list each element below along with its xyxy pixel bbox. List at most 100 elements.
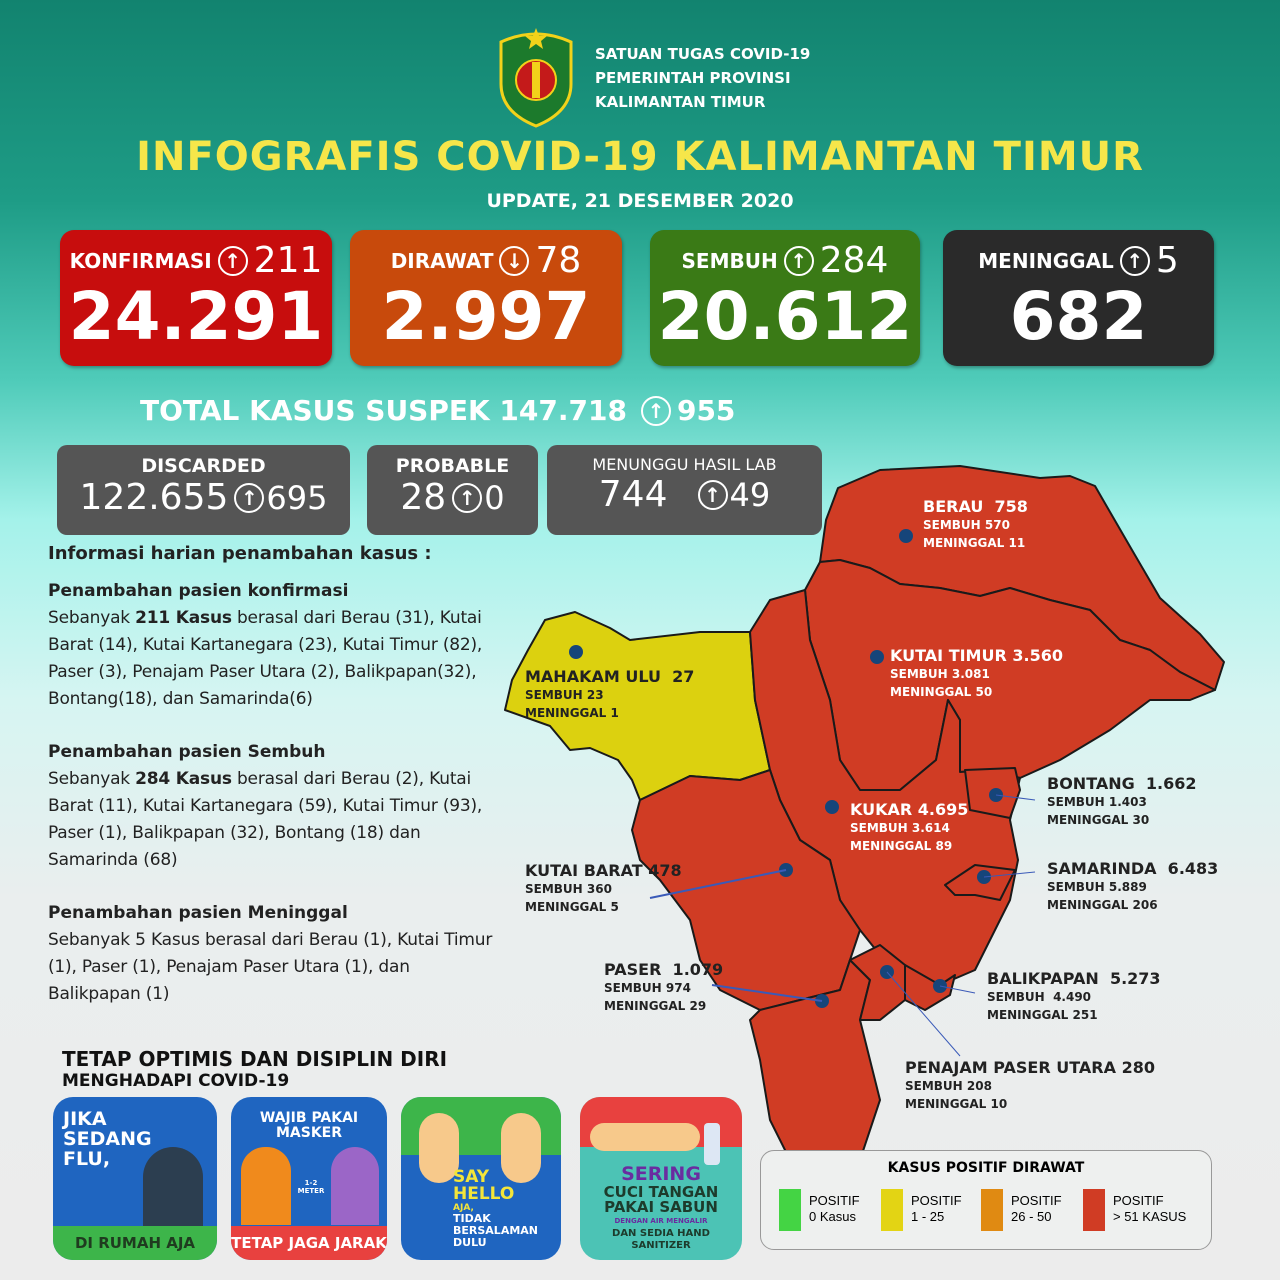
region-label: KUKAR 4.695 SEMBUH 3.614 MENINGGAL 89 xyxy=(850,801,968,855)
leader-line xyxy=(995,794,1036,801)
stat-change: 78 xyxy=(535,240,582,281)
hand-illustration xyxy=(419,1113,459,1183)
region-name: MAHAKAM ULU 27 xyxy=(525,667,695,686)
hands-illustration xyxy=(590,1123,700,1151)
region-meninggal: MENINGGAL 50 xyxy=(890,685,993,699)
stat-header: DIRAWAT ↓ 78 xyxy=(350,240,622,281)
poster-wash-hands: SERING CUCI TANGAN PAKAI SABUN DENGAN AI… xyxy=(580,1097,742,1260)
legend-item: POSITIF 1 - 25 xyxy=(881,1189,962,1231)
stat-label: KONFIRMASI xyxy=(69,248,212,273)
suspek-box-value: 744 xyxy=(598,474,668,515)
map-dot-mahakam-ulu xyxy=(569,645,583,659)
region-label: PENAJAM PASER UTARA 280 SEMBUH 208 MENINGG… xyxy=(905,1059,1155,1113)
suspek-box-label: MENUNGGU HASIL LAB xyxy=(592,455,777,474)
region-sembuh: SEMBUH 974 xyxy=(604,981,691,995)
stat-total: 24.291 xyxy=(68,278,324,355)
info-text: berasal dari Berau (2), Kutai Barat (11)… xyxy=(48,769,483,870)
poster-text: SAY HELLO xyxy=(453,1167,515,1204)
region-meninggal: MENINGGAL 251 xyxy=(987,1008,1098,1022)
info-pre: Sebanyak xyxy=(48,930,136,950)
suspek-box-0: DISCARDED 122.655 ↑ 695 xyxy=(57,445,350,535)
suspek-box-change: 49 xyxy=(729,475,771,514)
region-name: BALIKPAPAN 5.273 xyxy=(987,969,1161,988)
suspek-box-value-row: 744 ↑ 49 xyxy=(547,474,822,515)
kaltim-emblem-logo xyxy=(499,28,573,128)
legend-label: POSITIF xyxy=(1011,1193,1062,1208)
arrow-up-icon: ↑ xyxy=(640,395,671,426)
legend-label: POSITIF xyxy=(1113,1193,1164,1208)
arrow-up-icon: ↑ xyxy=(1119,245,1150,276)
stat-label: MENINGGAL xyxy=(978,248,1114,273)
legend-range: 0 Kasus xyxy=(809,1209,856,1224)
poster-wear-mask: WAJIB PAKAI MASKER 1-2 METER TETAP JAGA … xyxy=(231,1097,387,1260)
legend-item: POSITIF > 51 KASUS xyxy=(1083,1189,1186,1231)
region-label: KUTAI BARAT 478 SEMBUH 360 MENINGGAL 5 xyxy=(525,862,682,916)
map-legend: KASUS POSITIF DIRAWAT POSITIF 0 Kasus POSI… xyxy=(760,1150,1212,1250)
suspek-box-2: MENUNGGU HASIL LAB 744 ↑ 49 xyxy=(547,445,822,535)
suspek-change-group: ↑ 49 xyxy=(697,475,771,514)
tagline: TETAP OPTIMIS DAN DISIPLIN DIRI MENGHADA… xyxy=(62,1047,447,1091)
org-line: SATUAN TUGAS COVID-19 xyxy=(595,45,811,63)
region-meninggal: MENINGGAL 11 xyxy=(923,536,1026,550)
stat-card-dirawat: DIRAWAT ↓ 78 2.997 xyxy=(350,230,622,366)
leader-line xyxy=(886,971,961,1057)
suspek-box-label: PROBABLE xyxy=(395,455,510,477)
info-text: 5 Kasus berasal dari Berau (1), Kutai Ti… xyxy=(48,930,493,1004)
region-sembuh: SEMBUH 3.081 xyxy=(890,667,990,681)
map-dot-kukar xyxy=(825,800,839,814)
legend-text: POSITIF 26 - 50 xyxy=(1011,1193,1062,1231)
info-pre: Sebanyak xyxy=(48,608,136,628)
poster-text: AJA, xyxy=(453,1203,474,1213)
person-illustration xyxy=(331,1147,379,1225)
poster-no-handshake: SAY HELLO AJA, TIDAK BERSALAMAN DULU xyxy=(401,1097,561,1260)
suspek-change-group: ↑ 695 xyxy=(234,479,327,517)
stat-header: KONFIRMASI ↑ 211 xyxy=(60,240,332,281)
legend-text: POSITIF 0 Kasus xyxy=(809,1193,860,1231)
legend-range: > 51 KASUS xyxy=(1113,1209,1187,1224)
leader-line xyxy=(983,871,1036,878)
region-meninggal: MENINGGAL 206 xyxy=(1047,898,1158,912)
region-label: PASER 1.079 SEMBUH 974 MENINGGAL 29 xyxy=(604,961,723,1015)
suspek-change: 955 xyxy=(676,394,736,427)
legend-swatch xyxy=(981,1189,1003,1231)
hand-illustration xyxy=(501,1113,541,1183)
tagline-line2: MENGHADAPI COVID-19 xyxy=(62,1071,290,1091)
organization-name: SATUAN TUGAS COVID-19 PEMERINTAH PROVINS… xyxy=(595,42,810,114)
region-name: SAMARINDA 6.483 xyxy=(1047,859,1219,878)
update-date: UPDATE, 21 DESEMBER 2020 xyxy=(486,190,794,212)
map-dot-kutai-timur xyxy=(870,650,884,664)
leader-line xyxy=(939,985,976,994)
suspek-box-label: DISCARDED xyxy=(141,455,266,477)
poster-text: TIDAK BERSALAMAN DULU xyxy=(453,1212,538,1249)
suspek-box-value: 28 xyxy=(400,477,447,518)
region-name: PENAJAM PASER UTARA 280 xyxy=(905,1058,1155,1077)
region-sembuh: SEMBUH 4.490 xyxy=(987,990,1092,1004)
poster-text: DENGAN AIR MENGALIR xyxy=(614,1217,708,1225)
info-section-text: Sebanyak 5 Kasus berasal dari Berau (1),… xyxy=(48,927,498,1008)
info-section-title: Penambahan pasien konfirmasi xyxy=(48,581,349,601)
sanitizer-icon xyxy=(704,1123,720,1165)
region-name: KUTAI BARAT 478 xyxy=(525,861,682,880)
poster-text: WAJIB PAKAI MASKER xyxy=(259,1110,359,1141)
info-section-title: Penambahan pasien Meninggal xyxy=(48,903,348,923)
region-label: MAHAKAM ULU 27 SEMBUH 23 MENINGGAL 1 xyxy=(525,668,694,722)
legend-text: POSITIF 1 - 25 xyxy=(911,1193,962,1231)
region-meninggal: MENINGGAL 1 xyxy=(525,706,619,720)
info-text: berasal dari Berau (31), Kutai Barat (14… xyxy=(48,608,483,709)
suspek-total: TOTAL KASUS SUSPEK 147.718 ↑ 955 xyxy=(140,394,735,427)
region-label: BALIKPAPAN 5.273 SEMBUH 4.490 MENINGGAL 25… xyxy=(987,970,1161,1024)
region-name: BONTANG 1.662 xyxy=(1047,774,1197,793)
info-section-text: Sebanyak 211 Kasus berasal dari Berau (3… xyxy=(48,605,498,713)
tagline-line1: TETAP OPTIMIS DAN DISIPLIN DIRI xyxy=(62,1047,448,1071)
region-sembuh: SEMBUH 23 xyxy=(525,688,604,702)
region-name: KUKAR 4.695 xyxy=(850,800,969,819)
info-count: 284 Kasus xyxy=(135,769,232,789)
region-label: BONTANG 1.662 SEMBUH 1.403 MENINGGAL 30 xyxy=(1047,775,1197,829)
info-section-text: Sebanyak 284 Kasus berasal dari Berau (2… xyxy=(48,766,498,874)
region-label: BERAU 758 SEMBUH 570 MENINGGAL 11 xyxy=(923,498,1028,552)
suspek-box-change: 0 xyxy=(484,478,505,517)
info-section-title: Penambahan pasien Sembuh xyxy=(48,742,326,762)
stat-change: 5 xyxy=(1155,240,1179,281)
poster-text: DAN SEDIA HAND SANITIZER xyxy=(612,1228,710,1251)
